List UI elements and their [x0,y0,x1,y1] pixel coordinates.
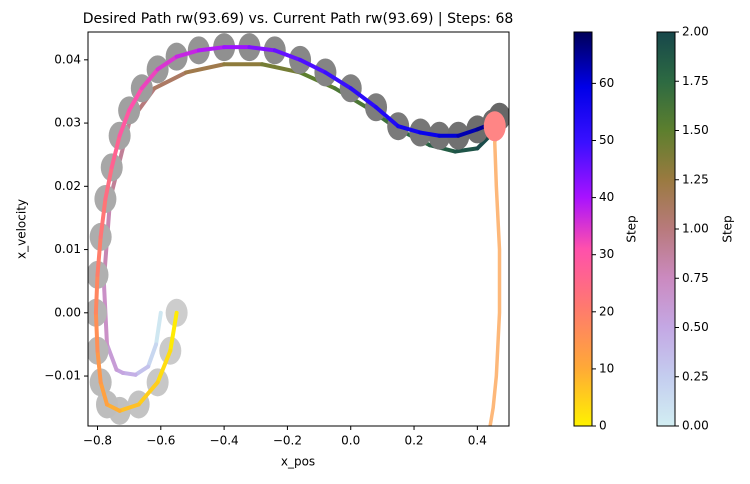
path-segment [155,348,173,385]
path-segment [247,45,277,53]
axes: −0.8 −0.6 −0.4 −0.2 0.0 0.2 0.4 −0.01 0.00 0.01 0.… [44,25,734,448]
path-segment [155,54,179,72]
x-tick-label: −0.2 [273,434,302,448]
y-tick-label: 0.02 [54,179,81,193]
colorbar-tick-label: 30 [599,247,614,261]
path-segment [323,70,353,91]
y-tick-label: 0.04 [54,52,81,66]
path-segment [453,146,480,154]
chart-title: Desired Path rw(93.69) vs. Current Path … [83,11,514,27]
plot-area [88,33,509,426]
colorbar-tick-label: 0.50 [682,320,709,334]
path-segment [139,67,160,91]
path-segment [196,45,227,53]
path-segment [117,108,132,138]
y-tick-label: 0.01 [54,242,81,256]
path-segment [104,342,119,372]
colorbar-tick-label: 20 [599,304,614,318]
path-segment [136,380,160,407]
path-segment [184,62,227,75]
path-segment [93,310,100,353]
path-segment [98,196,108,239]
x-axis-label: x_pos [281,455,315,469]
path-segment [272,48,303,62]
path-segment [152,70,189,91]
path-segment [168,310,179,353]
x-tick-label: 0.0 [341,434,360,448]
path-segment [418,130,442,138]
current-marker [483,111,506,142]
colorbar-tick-label: 1.00 [682,222,709,236]
path-segment [93,272,100,315]
colorbar-tick-label: 40 [599,190,614,204]
colorbar-tick-label: 60 [599,76,614,90]
path-line [488,125,502,426]
path-segment [95,348,103,385]
path-segment [456,127,480,138]
colorbar-tick-label: 0.25 [682,369,709,383]
path-segment [104,402,122,413]
path-segment [98,380,109,407]
path-segment [117,402,141,413]
colorbar-tick-label: 1.25 [682,172,709,186]
path-segment [396,124,423,135]
path-segment [154,310,163,347]
path-segment [374,105,401,129]
x-tick-label: −0.6 [146,434,175,448]
colorbar [656,31,676,427]
path-segment [133,364,151,377]
colorbar-label: Step [625,215,639,242]
colorbar [573,31,593,427]
y-tick-label: 0.03 [54,116,81,130]
x-tick-label: 0.4 [468,434,487,448]
axes-frame [87,31,510,427]
y-axis-label: x_velocity [15,199,29,259]
y-tick-label: 0.00 [54,305,81,319]
colorbar-tick-label: 1.75 [682,74,709,88]
colorbar-tick-label: 10 [599,361,614,375]
colorbar-tick-label: 0.00 [682,419,709,433]
path-segment [95,234,103,277]
path-segment [109,133,122,170]
path-segment [298,57,328,75]
x-tick-label: −0.8 [83,434,112,448]
path-segment [146,342,159,369]
colorbar-tick-label: 1.50 [682,123,709,137]
y-tick-label: −0.01 [44,369,81,383]
colorbar-tick-label: 2.00 [682,25,709,39]
path-segment [127,86,144,113]
colorbar-tick-label: 50 [599,133,614,147]
path-segment [103,165,114,201]
colorbar-label: Step [721,215,735,242]
x-tick-label: −0.4 [210,434,239,448]
colorbar-tick-label: 0.75 [682,271,709,285]
path-segment [120,370,138,377]
path-segment [348,86,379,110]
path-segment [174,48,201,59]
x-tick-label: 0.2 [404,434,423,448]
colorbar-tick-label: 0 [599,419,607,433]
